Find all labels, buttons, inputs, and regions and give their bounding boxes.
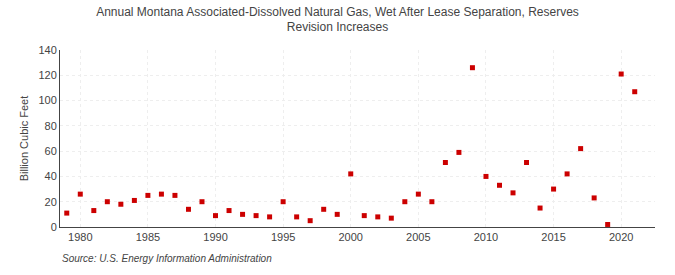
svg-text:Billion Cubic Feet: Billion Cubic Feet bbox=[18, 96, 30, 182]
svg-text:1985: 1985 bbox=[136, 231, 160, 243]
svg-text:2005: 2005 bbox=[406, 231, 430, 243]
svg-text:120: 120 bbox=[38, 69, 56, 81]
svg-text:Annual Montana Associated-Diss: Annual Montana Associated-Dissolved Natu… bbox=[96, 5, 579, 35]
svg-text:2015: 2015 bbox=[541, 231, 565, 243]
svg-text:40: 40 bbox=[45, 170, 57, 182]
svg-text:1980: 1980 bbox=[68, 231, 92, 243]
svg-text:140: 140 bbox=[38, 44, 56, 56]
svg-text:60: 60 bbox=[45, 145, 57, 157]
svg-text:100: 100 bbox=[38, 94, 56, 106]
svg-text:2000: 2000 bbox=[338, 231, 362, 243]
svg-text:0: 0 bbox=[51, 221, 57, 233]
svg-text:Source: U.S. Energy Informatio: Source: U.S. Energy Information Administ… bbox=[62, 253, 272, 264]
svg-text:20: 20 bbox=[45, 196, 57, 208]
svg-text:2010: 2010 bbox=[474, 231, 498, 243]
svg-text:1995: 1995 bbox=[271, 231, 295, 243]
svg-text:1990: 1990 bbox=[203, 231, 227, 243]
svg-text:2020: 2020 bbox=[609, 231, 633, 243]
svg-text:80: 80 bbox=[45, 120, 57, 132]
